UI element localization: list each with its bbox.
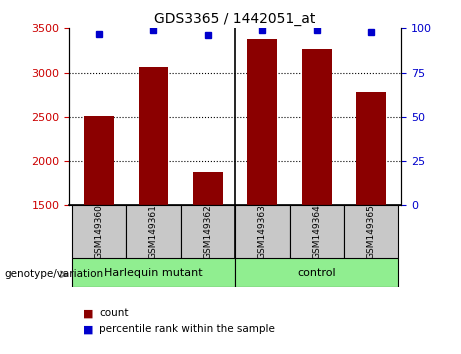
- Bar: [290, 205, 344, 258]
- Bar: [235, 258, 398, 287]
- Text: Harlequin mutant: Harlequin mutant: [104, 268, 203, 278]
- Text: GSM149362: GSM149362: [203, 205, 213, 259]
- Bar: [248, 39, 277, 205]
- Text: control: control: [297, 268, 336, 278]
- Bar: [138, 67, 168, 205]
- Text: percentile rank within the sample: percentile rank within the sample: [99, 324, 275, 334]
- Text: genotype/variation: genotype/variation: [5, 269, 104, 279]
- Bar: [84, 116, 114, 205]
- Bar: [235, 205, 290, 258]
- Text: GSM149364: GSM149364: [312, 205, 321, 259]
- Text: GSM149361: GSM149361: [149, 204, 158, 259]
- Text: count: count: [99, 308, 129, 318]
- Bar: [181, 205, 235, 258]
- Text: ■: ■: [83, 308, 94, 318]
- Bar: [356, 92, 386, 205]
- Bar: [302, 49, 332, 205]
- Bar: [126, 205, 181, 258]
- Bar: [72, 205, 126, 258]
- Title: GDS3365 / 1442051_at: GDS3365 / 1442051_at: [154, 12, 316, 26]
- Text: ■: ■: [83, 324, 94, 334]
- Bar: [344, 205, 398, 258]
- Text: GSM149363: GSM149363: [258, 204, 267, 259]
- Bar: [72, 258, 235, 287]
- Bar: [193, 172, 223, 205]
- Text: GSM149360: GSM149360: [95, 204, 104, 259]
- Text: GSM149365: GSM149365: [366, 204, 376, 259]
